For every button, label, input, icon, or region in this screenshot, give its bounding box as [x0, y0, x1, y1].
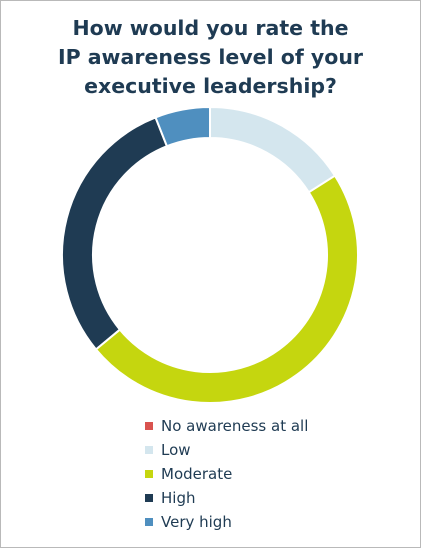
legend-item-no-awareness: No awareness at all	[145, 414, 308, 438]
chart-title-line-3: executive leadership?	[84, 74, 337, 98]
legend-swatch-low	[145, 446, 153, 454]
donut-slice-high	[61, 116, 169, 351]
legend-item-low: Low	[145, 438, 308, 462]
legend-swatch-very-high	[145, 518, 153, 526]
donut-slice-very-high	[154, 105, 211, 148]
chart-title-line-2: IP awareness level of your	[57, 45, 364, 69]
legend-item-very-high: Very high	[145, 510, 308, 534]
legend-swatch-no-awareness	[145, 422, 153, 430]
legend-label-high: High	[161, 489, 196, 507]
legend-swatch-moderate	[145, 470, 153, 478]
legend-label-low: Low	[161, 441, 191, 459]
legend-swatch-high	[145, 494, 153, 502]
legend-item-high: High	[145, 486, 308, 510]
legend-label-very-high: Very high	[161, 513, 232, 531]
chart-title-line-1: How would you rate the	[72, 16, 349, 40]
legend-label-moderate: Moderate	[161, 465, 233, 483]
chart-legend: No awareness at all Low Moderate High Ve…	[145, 414, 308, 534]
donut-slice-low	[209, 105, 337, 194]
legend-item-moderate: Moderate	[145, 462, 308, 486]
chart-title: How would you rate the IP awareness leve…	[0, 14, 421, 101]
legend-label-no-awareness: No awareness at all	[161, 417, 309, 435]
donut-slice-moderate	[94, 174, 359, 404]
